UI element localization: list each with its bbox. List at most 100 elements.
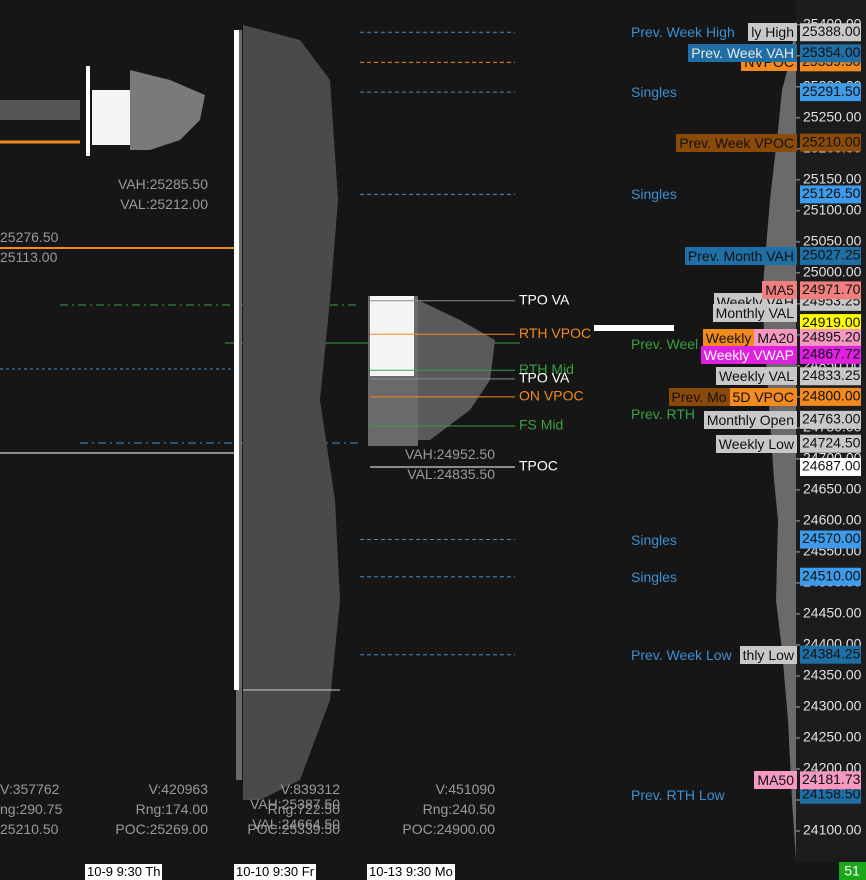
price-tag-label: 24919.00 <box>802 314 861 330</box>
label-row: ly High <box>748 23 797 42</box>
price-tag-label: 25354.00 <box>802 44 861 60</box>
level-label: Weekly VAL <box>716 367 797 386</box>
y-tick-label: 25150.00 <box>803 171 862 187</box>
level-label: 5D VPOC <box>729 387 797 406</box>
session-date: 10-10 9:30 Fr <box>234 864 317 880</box>
y-tick-label: 24100.00 <box>803 822 862 838</box>
label-row: Monthly Open <box>703 410 797 429</box>
level-label: Singles <box>631 186 677 203</box>
price-tag <box>800 133 861 152</box>
level-label: Prev. Month VAH <box>684 246 797 265</box>
label-row: MA20 Weekly <box>702 328 797 347</box>
price-tag <box>800 387 861 406</box>
session-stat: Rng:240.50 <box>422 801 495 817</box>
y-tick-label: 24650.00 <box>803 481 862 497</box>
session-stat: V:357762 <box>0 781 60 797</box>
session-stat: POC:25339.50 <box>247 821 340 837</box>
price-tag-label: 24867.72 <box>802 346 861 362</box>
level-label: MA20 <box>754 328 797 347</box>
annotation-label: RTH Mid <box>519 361 574 377</box>
label-row: Prev. Month VAH <box>684 246 797 265</box>
price-tag <box>800 367 861 386</box>
price-tag <box>800 434 861 453</box>
label-row: MA50 <box>754 771 797 790</box>
level-label: Monthly Open <box>703 410 797 429</box>
session-stat: V:839312 <box>280 781 340 797</box>
y-tick-label: 24450.00 <box>803 605 862 621</box>
profile-shape <box>130 70 205 150</box>
price-tag-label: 24800.00 <box>802 388 861 404</box>
label-row: Prev. Week VAH <box>688 44 797 63</box>
y-tick-label: 25000.00 <box>803 264 862 280</box>
price-tag <box>800 83 861 102</box>
session-stat: POC:25269.00 <box>115 821 208 837</box>
annotation-label: TPO VA <box>519 370 570 386</box>
price-tag-label: 25027.25 <box>802 247 861 263</box>
annotation-label: FS Mid <box>519 417 563 433</box>
level-label: Prev. Week High <box>631 24 735 41</box>
session-date: 10-13 9:30 Mo <box>367 864 455 880</box>
status-box <box>839 862 866 880</box>
price-tag-label: 24687.00 <box>802 458 861 474</box>
level-label: Prev. Week VPOC <box>676 133 797 152</box>
price-tag <box>800 567 861 586</box>
label-row: Prev. Week VPOC <box>676 133 797 152</box>
value-area-text: VAL:25212.00 <box>120 196 208 212</box>
current-price-marker <box>594 325 674 331</box>
level-label: Weekly Low <box>715 434 797 453</box>
value-area-text: VAH:24952.50 <box>404 446 495 462</box>
price-tag <box>800 185 861 204</box>
level-label: MA5 <box>762 281 797 300</box>
status-value: 51 <box>844 863 860 879</box>
tpo-block <box>370 296 414 376</box>
session-stat: V:420963 <box>148 781 208 797</box>
session-stat: VAL:24664.50 <box>252 816 340 832</box>
value-area-text: 25113.00 <box>0 249 58 265</box>
annotation-label: TPOC <box>519 458 558 474</box>
annotation-label: ON VPOC <box>519 388 584 404</box>
tpo-block <box>92 90 130 145</box>
price-tag <box>800 314 861 333</box>
price-tag <box>800 246 861 265</box>
price-tag <box>800 771 861 790</box>
price-tag <box>800 281 861 300</box>
tpo-column <box>86 66 90 156</box>
y-tick-label: 25100.00 <box>803 202 862 218</box>
price-tag <box>800 23 861 42</box>
level-label: Singles <box>631 568 677 585</box>
level-label: Monthly VAL <box>712 304 797 323</box>
price-tag-label: 25291.50 <box>802 83 861 99</box>
session-stat: Rng:174.00 <box>135 801 208 817</box>
label-row: thly Low <box>739 645 797 664</box>
price-tag-label: 24763.00 <box>802 411 861 427</box>
range-bar <box>234 30 239 690</box>
level-label: ly High <box>748 23 797 42</box>
y-tick-label: 24600.00 <box>803 512 862 528</box>
price-tag <box>800 44 861 63</box>
profile-shape <box>0 100 80 120</box>
level-label: Prev. RTH <box>631 406 696 423</box>
y-tick-label: 24300.00 <box>803 698 862 714</box>
level-label: Weekly <box>702 328 755 347</box>
price-tag-label: 24510.00 <box>802 567 861 583</box>
label-row: MA5 <box>762 281 797 300</box>
price-tag <box>800 785 861 804</box>
label-row: Monthly VAL <box>712 304 797 323</box>
price-tag-label: 24158.50 <box>802 785 861 801</box>
y-tick-label: 24350.00 <box>803 667 862 683</box>
session-stat: Rng:722.50 <box>267 801 340 817</box>
price-tag-label: 24895.20 <box>802 329 861 345</box>
annotation-label: TPO VA <box>519 291 570 307</box>
y-tick-label: 25050.00 <box>803 233 862 249</box>
level-label: Prev. Week VAH <box>688 44 797 63</box>
label-row: Weekly VAL <box>716 367 797 386</box>
price-tag <box>800 328 861 347</box>
y-tick-label: 25250.00 <box>803 109 862 125</box>
level-label: Weekly VWAP <box>700 345 797 364</box>
session-stat: ng:290.75 <box>0 801 63 817</box>
price-tag-label: 24181.73 <box>802 771 861 787</box>
session-stat: 25210.50 <box>0 821 59 837</box>
price-tag-label: 24971.70 <box>802 281 861 297</box>
